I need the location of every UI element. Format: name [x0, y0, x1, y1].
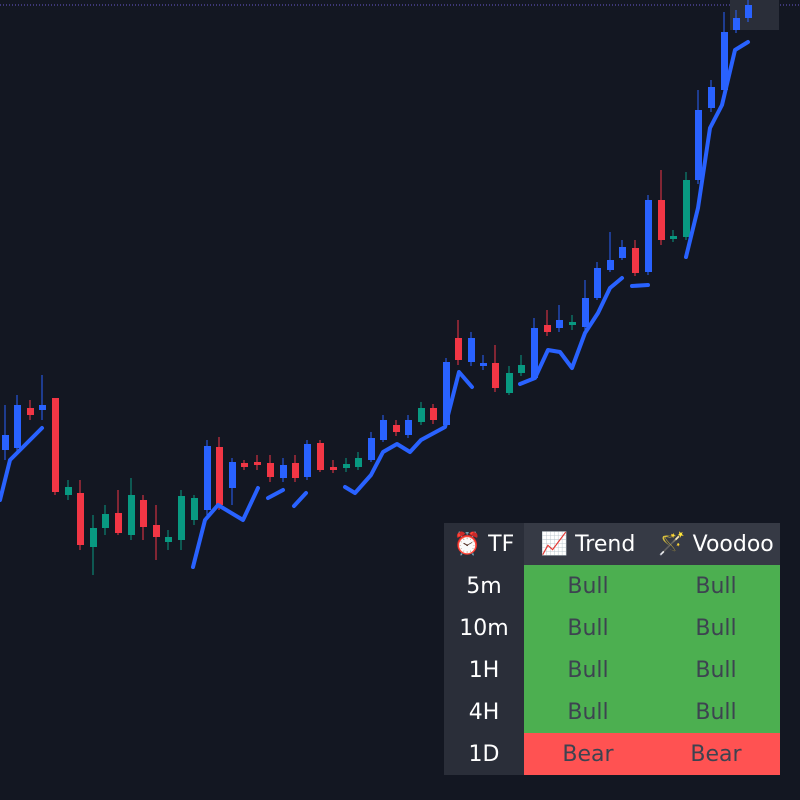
signal-cell: Bear [524, 733, 652, 775]
header-row: ⏰ TF 📈 Trend 🪄 Voodoo [444, 523, 780, 565]
timeframe-cell: 4H [444, 691, 524, 733]
signal-cell: Bull [524, 649, 652, 691]
signal-cell: Bull [652, 649, 780, 691]
table-row: 4H Bull Bull [444, 691, 780, 733]
table-row: 5m Bull Bull [444, 565, 780, 607]
timeframe-cell: 5m [444, 565, 524, 607]
timeframe-cell: 1H [444, 649, 524, 691]
signal-cell: Bull [652, 691, 780, 733]
header-cell: ⏰ TF [444, 523, 524, 565]
candles [2, 0, 752, 575]
header-cell: 🪄 Voodoo [652, 523, 780, 565]
timeframe-cell: 10m [444, 607, 524, 649]
signal-cell: Bull [524, 565, 652, 607]
signal-cell: Bull [652, 607, 780, 649]
signal-cell: Bear [652, 733, 780, 775]
status-table: ⏰ TF 📈 Trend 🪄 Voodoo 5m Bull Bull 10m Bull B… [444, 523, 780, 775]
trend-line [0, 40, 750, 569]
table-row: 1H Bull Bull [444, 649, 780, 691]
table-row: 1D Bear Bear [444, 733, 780, 775]
header-cell: 📈 Trend [524, 523, 652, 565]
signal-cell: Bull [524, 607, 652, 649]
table-row: 10m Bull Bull [444, 607, 780, 649]
signal-cell: Bull [524, 691, 652, 733]
timeframe-cell: 1D [444, 733, 524, 775]
signal-cell: Bull [652, 565, 780, 607]
